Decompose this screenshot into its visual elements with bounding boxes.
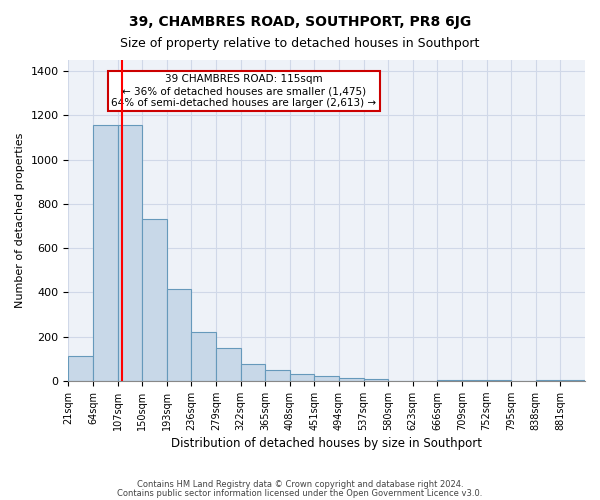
Bar — [462, 380, 487, 381]
Bar — [536, 380, 560, 381]
Bar — [487, 380, 511, 381]
X-axis label: Distribution of detached houses by size in Southport: Distribution of detached houses by size … — [171, 437, 482, 450]
Text: 39 CHAMBRES ROAD: 115sqm
← 36% of detached houses are smaller (1,475)
64% of sem: 39 CHAMBRES ROAD: 115sqm ← 36% of detach… — [112, 74, 377, 108]
Text: Size of property relative to detached houses in Southport: Size of property relative to detached ho… — [121, 38, 479, 51]
Text: Contains HM Land Registry data © Crown copyright and database right 2024.: Contains HM Land Registry data © Crown c… — [137, 480, 463, 489]
Bar — [339, 378, 364, 381]
Bar — [118, 126, 142, 381]
Bar — [191, 332, 216, 381]
Text: 39, CHAMBRES ROAD, SOUTHPORT, PR8 6JG: 39, CHAMBRES ROAD, SOUTHPORT, PR8 6JG — [129, 15, 471, 29]
Y-axis label: Number of detached properties: Number of detached properties — [15, 132, 25, 308]
Bar — [142, 220, 167, 381]
Bar — [68, 356, 93, 381]
Bar — [437, 380, 462, 381]
Bar — [167, 289, 191, 381]
Bar — [241, 364, 265, 381]
Bar — [364, 378, 388, 381]
Text: Contains public sector information licensed under the Open Government Licence v3: Contains public sector information licen… — [118, 488, 482, 498]
Bar — [216, 348, 241, 381]
Bar — [314, 376, 339, 381]
Bar — [290, 374, 314, 381]
Bar — [265, 370, 290, 381]
Bar — [93, 126, 118, 381]
Bar — [560, 380, 585, 381]
